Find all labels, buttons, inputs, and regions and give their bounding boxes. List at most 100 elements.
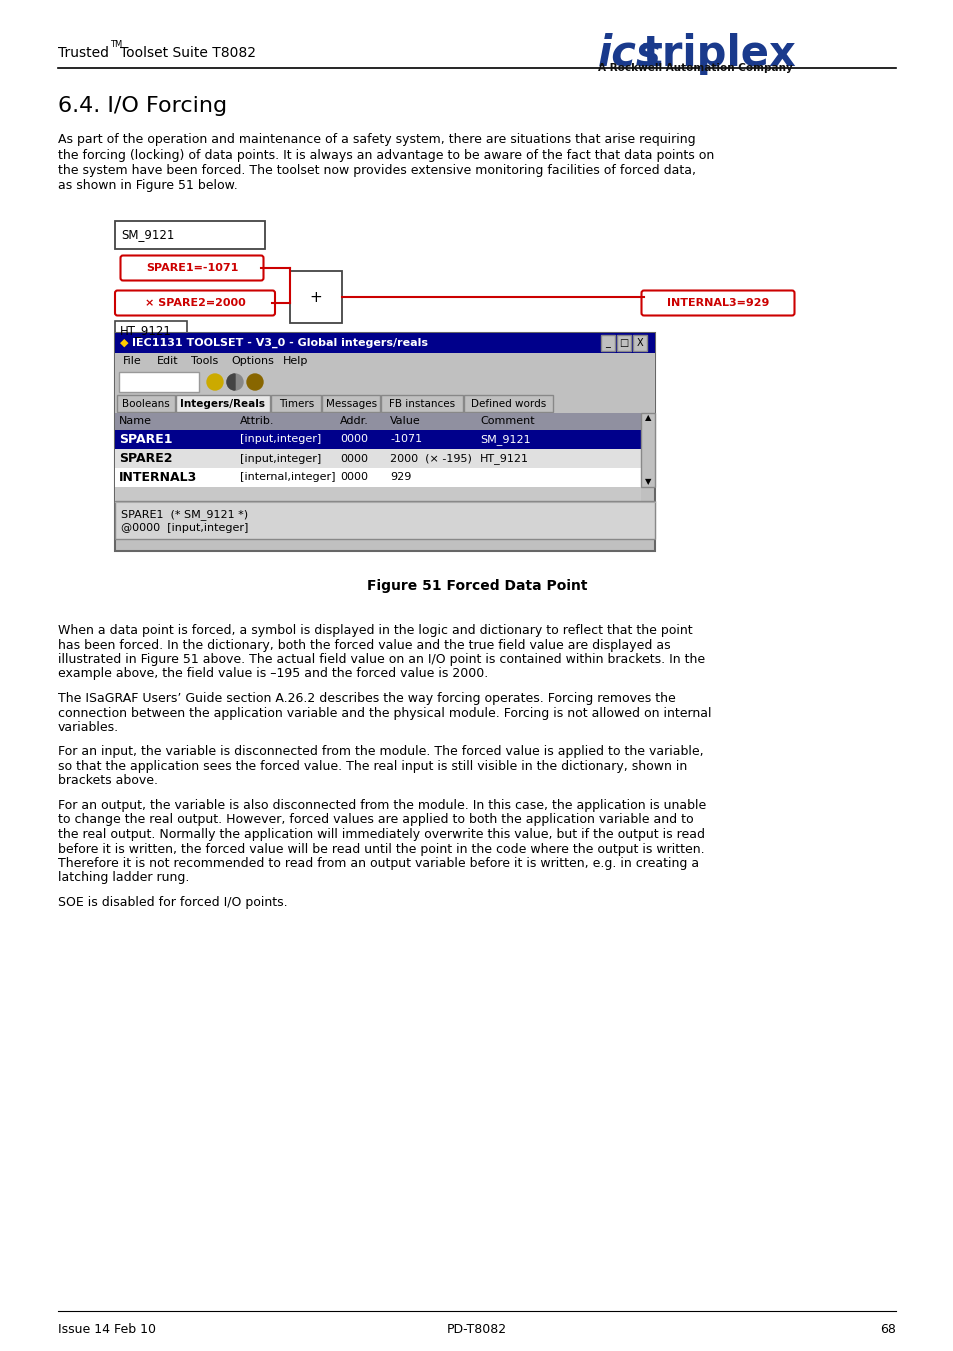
Bar [115, 322, 187, 340]
Text: Integers/Reals: Integers/Reals [180, 399, 265, 409]
Text: INTERNAL3=929: INTERNAL3=929 [666, 299, 768, 308]
Circle shape [227, 374, 243, 390]
Circle shape [247, 374, 263, 390]
Bar [464, 394, 553, 412]
Text: _: _ [605, 338, 610, 349]
Text: example above, the field value is –195 and the forced value is 2000.: example above, the field value is –195 a… [58, 667, 488, 681]
Bar [115, 467, 640, 486]
Text: Timers: Timers [278, 399, 314, 409]
Text: +: + [310, 289, 322, 304]
Text: 0000: 0000 [339, 454, 368, 463]
Bar [600, 335, 615, 351]
Bar [115, 353, 655, 369]
FancyBboxPatch shape [115, 290, 274, 316]
Text: so that the application sees the forced value. The real input is still visible i: so that the application sees the forced … [58, 761, 686, 773]
Wedge shape [227, 374, 234, 390]
Text: Defined words: Defined words [471, 399, 546, 409]
Text: Booleans: Booleans [122, 399, 170, 409]
Bar [115, 486, 640, 501]
Bar [115, 501, 655, 539]
Text: 0000: 0000 [339, 473, 368, 482]
Text: FB instances: FB instances [389, 399, 455, 409]
Text: 68: 68 [880, 1323, 895, 1336]
FancyBboxPatch shape [640, 290, 794, 316]
Text: 6.4. I/O Forcing: 6.4. I/O Forcing [58, 96, 227, 116]
Bar [617, 335, 630, 351]
Text: PD-T8082: PD-T8082 [446, 1323, 507, 1336]
Text: × SPARE2=2000: × SPARE2=2000 [145, 299, 245, 308]
Bar [380, 394, 463, 412]
Circle shape [207, 374, 223, 390]
Bar [290, 272, 341, 323]
Text: Help: Help [283, 357, 308, 366]
FancyBboxPatch shape [120, 255, 263, 281]
Text: ics: ics [598, 32, 661, 76]
Text: 929: 929 [390, 473, 411, 482]
Text: 0000: 0000 [339, 435, 368, 444]
Bar [117, 394, 174, 412]
Text: ◆: ◆ [120, 338, 129, 349]
Bar [115, 394, 655, 413]
Text: □: □ [618, 338, 628, 349]
Text: as shown in Figure 51 below.: as shown in Figure 51 below. [58, 180, 237, 192]
Text: SPARE1: SPARE1 [119, 434, 172, 446]
Text: SPARE2: SPARE2 [119, 453, 172, 465]
Bar [640, 413, 655, 486]
Bar [115, 222, 265, 249]
Text: ▲: ▲ [644, 413, 651, 423]
Bar [119, 372, 199, 392]
Text: SM_9121: SM_9121 [479, 434, 530, 444]
Text: the system have been forced. The toolset now provides extensive monitoring facil: the system have been forced. The toolset… [58, 163, 696, 177]
Bar [115, 449, 640, 467]
Text: [internal,integer]: [internal,integer] [240, 473, 335, 482]
Text: The ISaGRAF Users’ Guide section A.26.2 describes the way forcing operates. Forc: The ISaGRAF Users’ Guide section A.26.2 … [58, 692, 675, 705]
Text: -1071: -1071 [390, 435, 421, 444]
Text: For an input, the variable is disconnected from the module. The forced value is : For an input, the variable is disconnect… [58, 746, 703, 758]
Text: SPARE1=-1071: SPARE1=-1071 [146, 263, 238, 273]
Text: to change the real output. However, forced values are applied to both the applic: to change the real output. However, forc… [58, 813, 693, 827]
Bar [322, 394, 379, 412]
Bar [115, 332, 655, 353]
Text: Addr.: Addr. [339, 416, 369, 427]
Text: Figure 51 Forced Data Point: Figure 51 Forced Data Point [366, 580, 587, 593]
Text: Messages: Messages [325, 399, 376, 409]
Text: Issue 14 Feb 10: Issue 14 Feb 10 [58, 1323, 156, 1336]
Text: Edit: Edit [157, 357, 178, 366]
Text: variables.: variables. [58, 721, 119, 734]
Text: Comment: Comment [479, 416, 534, 427]
Text: HT_9121: HT_9121 [479, 453, 529, 463]
Text: SOE is disabled for forced I/O points.: SOE is disabled for forced I/O points. [58, 896, 287, 909]
Text: illustrated in Figure 51 above. The actual field value on an I/O point is contai: illustrated in Figure 51 above. The actu… [58, 653, 704, 666]
Text: SM_9121: SM_9121 [121, 228, 174, 242]
Text: Name: Name [119, 416, 152, 427]
Text: INTERNAL3: INTERNAL3 [119, 471, 197, 484]
Text: latching ladder rung.: latching ladder rung. [58, 871, 190, 885]
Bar [115, 332, 655, 551]
Text: TM: TM [110, 41, 122, 49]
Bar [271, 394, 321, 412]
Bar [115, 430, 640, 449]
Text: triplex: triplex [642, 32, 796, 76]
Text: For an output, the variable is also disconnected from the module. In this case, : For an output, the variable is also disc… [58, 798, 705, 812]
Text: When a data point is forced, a symbol is displayed in the logic and dictionary t: When a data point is forced, a symbol is… [58, 624, 692, 638]
Bar [115, 369, 655, 394]
Text: SPARE1  (* SM_9121 *): SPARE1 (* SM_9121 *) [121, 509, 248, 520]
Text: connection between the application variable and the physical module. Forcing is : connection between the application varia… [58, 707, 711, 720]
Text: File: File [123, 357, 142, 366]
Text: Toolset Suite T8082: Toolset Suite T8082 [120, 46, 255, 59]
Bar [115, 413, 640, 430]
Text: the forcing (locking) of data points. It is always an advantage to be aware of t: the forcing (locking) of data points. It… [58, 149, 714, 162]
Text: Options: Options [231, 357, 274, 366]
Text: before it is written, the forced value will be read until the point in the code : before it is written, the forced value w… [58, 843, 704, 855]
Text: Value: Value [390, 416, 420, 427]
Text: Therefore it is not recommended to read from an output variable before it is wri: Therefore it is not recommended to read … [58, 857, 699, 870]
Text: 2000  (× -195): 2000 (× -195) [390, 454, 472, 463]
Text: the real output. Normally the application will immediately overwrite this value,: the real output. Normally the applicatio… [58, 828, 704, 842]
Text: brackets above.: brackets above. [58, 774, 158, 788]
Bar [633, 335, 646, 351]
Text: ▼: ▼ [644, 477, 651, 486]
Text: HT_9121: HT_9121 [120, 324, 172, 338]
Text: @0000  [input,integer]: @0000 [input,integer] [121, 523, 248, 534]
Text: Trusted: Trusted [58, 46, 109, 59]
Text: [input,integer]: [input,integer] [240, 454, 321, 463]
